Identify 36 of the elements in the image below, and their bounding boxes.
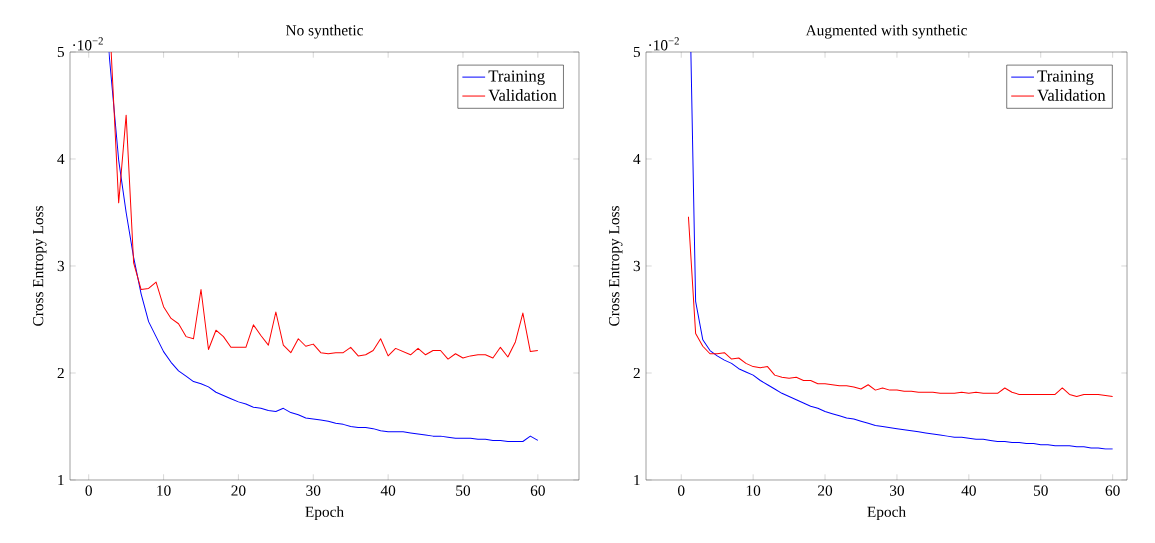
x-tick-label: 50 — [1033, 485, 1048, 496]
x-tick-label: 60 — [1105, 485, 1120, 496]
x-tick-label: 40 — [961, 485, 976, 496]
y-axis-title: Cross Entropy Loss — [33, 206, 47, 326]
text: ·10$^{−2}$ — [73, 37, 103, 51]
text: ·10$^{−2}$ — [649, 37, 679, 51]
x-tick-label: 50 — [456, 485, 471, 496]
y-axis-title: Cross Entropy Loss — [609, 206, 623, 326]
y-tick-label: 5 — [57, 46, 65, 58]
y-tick-label: 2 — [633, 367, 640, 379]
x-tick-label: 20 — [818, 485, 833, 496]
legend-label: Validation — [488, 89, 557, 101]
y-tick-label: 3 — [57, 260, 65, 272]
y-tick-label: 1 — [634, 474, 640, 486]
y-tick-label: 4 — [57, 153, 65, 165]
x-tick-label: 60 — [530, 485, 545, 496]
x-tick-label: 30 — [890, 485, 905, 496]
x-tick-label: 10 — [746, 485, 761, 496]
y-tick-label: 5 — [633, 46, 641, 58]
y-tick-label: 4 — [633, 153, 641, 165]
x-tick-label: 40 — [380, 485, 396, 496]
x-tick-label: 0 — [677, 485, 685, 496]
chart-title: No synthetic — [285, 24, 363, 39]
x-axis-title: Epoch — [867, 506, 906, 521]
legend-label: Training — [1037, 70, 1094, 86]
x-tick-label: 0 — [85, 485, 92, 496]
x-axis-title: Epoch — [305, 506, 344, 521]
y-tick-label: 2 — [57, 367, 64, 379]
chart-title: Augmented with synthetic — [805, 24, 967, 39]
x-tick-label: 20 — [231, 485, 246, 496]
y-tick-label: 3 — [633, 260, 641, 272]
y-tick-label: 1 — [58, 474, 64, 486]
x-tick-label: 10 — [157, 485, 171, 496]
legend-label: Training — [488, 70, 545, 86]
x-tick-label: 30 — [306, 485, 321, 496]
legend-label: Validation — [1037, 89, 1106, 101]
